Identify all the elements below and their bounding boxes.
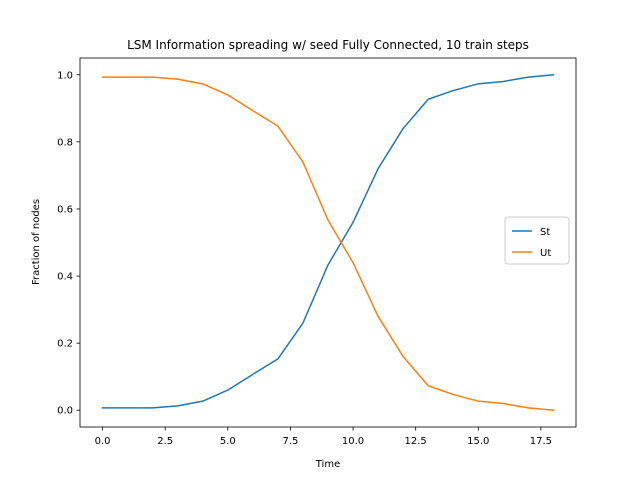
x-tick-label: 0.0 [95,436,111,447]
plot-background [80,58,576,427]
legend-box [505,217,569,264]
x-tick-label: 12.5 [405,436,427,447]
y-tick-label: 0.2 [57,339,73,350]
y-axis: 0.0 0.2 0.4 0.6 0.8 1.0 [57,70,80,416]
y-tick-label: 0.0 [57,406,73,417]
x-tick-label: 17.5 [530,436,552,447]
legend-label-ut: Ut [540,248,551,259]
legend-label-st: St [540,227,550,238]
x-tick-label: 15.0 [467,436,489,447]
x-tick-label: 5.0 [220,436,236,447]
x-tick-label: 7.5 [282,436,298,447]
x-tick-label: 10.0 [342,436,364,447]
plot-area [80,58,576,427]
chart-title: LSM Information spreading w/ seed Fully … [127,38,529,52]
y-tick-label: 0.4 [57,272,73,283]
legend: St Ut [505,217,569,264]
x-tick-label: 2.5 [157,436,173,447]
x-axis: 0.0 2.5 5.0 7.5 10.0 12.5 15.0 17.5 [95,427,552,447]
x-axis-label: Time [315,459,340,470]
y-axis-label: Fraction of nodes [31,199,42,285]
y-tick-label: 1.0 [57,70,73,81]
y-tick-label: 0.8 [57,137,73,148]
y-tick-label: 0.6 [57,204,73,215]
